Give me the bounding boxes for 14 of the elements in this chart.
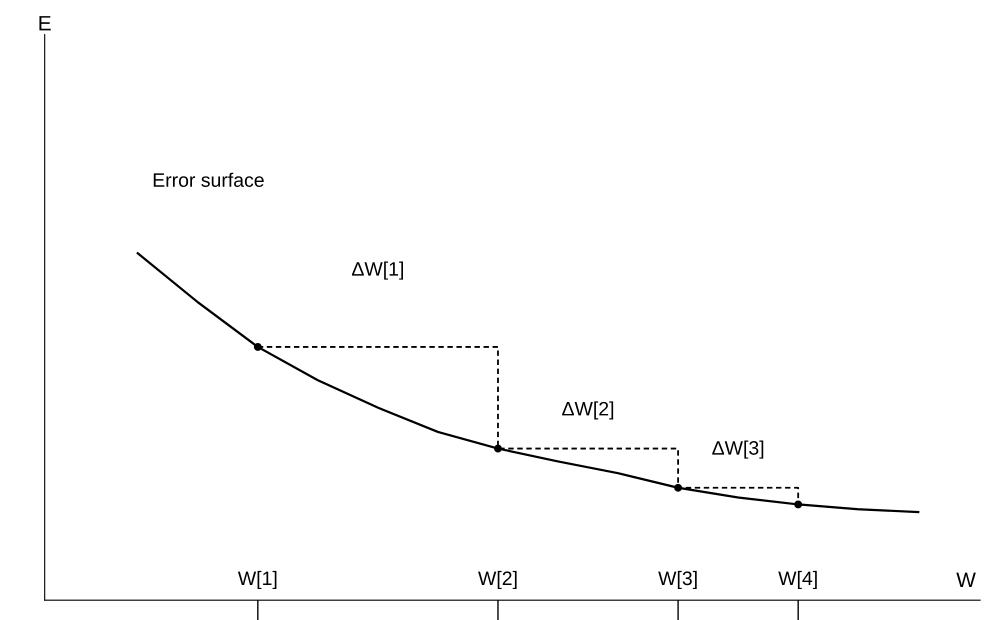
x-tick-label: W[4] (778, 570, 817, 590)
x-axis-title: W (956, 572, 976, 587)
point (254, 342, 262, 351)
x-tick-label: W[3] (658, 570, 697, 590)
x-tick-label: W[1] (238, 570, 276, 590)
point (674, 484, 682, 492)
annotation: ΔW[2] (562, 401, 614, 420)
text: Error surface (154, 172, 264, 187)
annotation: ΔW[1] (352, 262, 403, 280)
point (794, 500, 802, 508)
annotation: ΔW[3] (712, 440, 764, 459)
x-tick-label: W[2] (478, 570, 517, 590)
text: E (39, 16, 51, 30)
point (494, 444, 502, 453)
